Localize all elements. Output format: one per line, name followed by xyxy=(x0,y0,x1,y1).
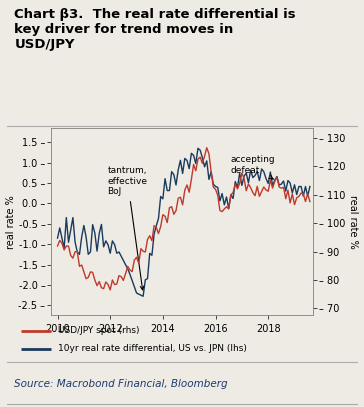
Text: Source: Macrobond Financial, Bloomberg: Source: Macrobond Financial, Bloomberg xyxy=(14,379,228,389)
Text: Chart β3.  The real rate differential is
key driver for trend moves in
USD/JPY: Chart β3. The real rate differential is … xyxy=(14,8,296,50)
Text: 10yr real rate differential, US vs. JPN (lhs): 10yr real rate differential, US vs. JPN … xyxy=(58,344,247,353)
Text: accepting
defeat: accepting defeat xyxy=(230,155,275,179)
Y-axis label: real rate %: real rate % xyxy=(5,195,16,249)
Text: USD/JPY spot (rhs): USD/JPY spot (rhs) xyxy=(58,326,140,335)
Y-axis label: real rate %: real rate % xyxy=(348,195,358,249)
Text: tantrum,
effective
BoJ: tantrum, effective BoJ xyxy=(108,166,147,290)
